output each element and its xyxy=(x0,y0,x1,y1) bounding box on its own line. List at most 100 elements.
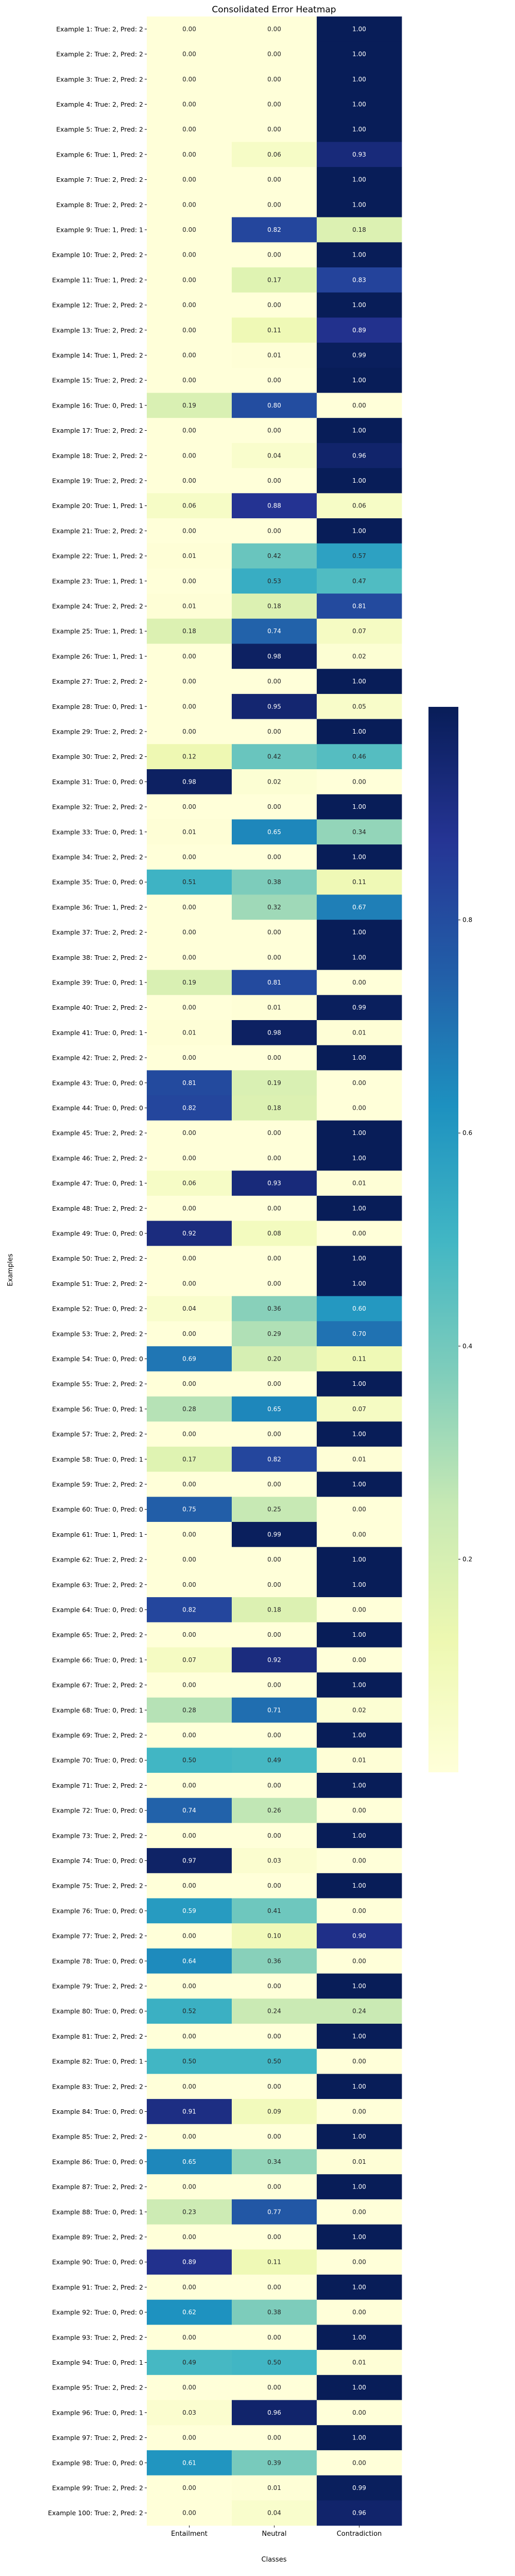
cell-value-label: 0.00 xyxy=(182,1380,196,1387)
heatmap-cell xyxy=(317,1672,402,1698)
cell-value-label: 0.50 xyxy=(267,2058,281,2065)
heatmap-cell xyxy=(232,1396,317,1422)
heatmap-cell xyxy=(317,1898,402,1924)
cell-value-label: 0.00 xyxy=(182,1682,196,1689)
heatmap-cell xyxy=(317,267,402,293)
y-tick-label: Example 85: True: 2, Pred: 2 xyxy=(52,2133,143,2141)
y-tick-label: Example 95: True: 2, Pred: 2 xyxy=(52,2384,143,2392)
heatmap-cell xyxy=(147,1221,232,1246)
heatmap-cell xyxy=(317,1070,402,1096)
cell-value-label: 0.00 xyxy=(267,2434,281,2442)
cell-value-label: 0.42 xyxy=(267,552,281,560)
heatmap-cell xyxy=(232,1371,317,1397)
cell-value-label: 1.00 xyxy=(352,2032,366,2040)
heatmap-cell xyxy=(232,1873,317,1899)
cell-value-label: 0.00 xyxy=(182,327,196,334)
cell-value-label: 0.00 xyxy=(352,2058,366,2065)
heatmap-cell xyxy=(317,1547,402,1572)
cell-value-label: 1.00 xyxy=(352,1205,366,1212)
cell-value-label: 0.01 xyxy=(267,1004,281,1011)
cell-value-label: 0.00 xyxy=(182,427,196,434)
heatmap-cell xyxy=(232,2099,317,2125)
y-tick-label: Example 17: True: 2, Pred: 2 xyxy=(52,427,143,434)
heatmap-cell xyxy=(147,92,232,117)
cell-value-label: 0.01 xyxy=(182,1029,196,1036)
cell-value-label: 0.65 xyxy=(267,1405,281,1413)
cell-value-label: 0.00 xyxy=(267,1732,281,1739)
y-tick-label: Example 7: True: 2, Pred: 2 xyxy=(56,176,143,183)
cell-value-label: 1.00 xyxy=(352,1255,366,1262)
y-tick-label: Example 96: True: 0, Pred: 1 xyxy=(52,2409,143,2416)
heatmap-cell xyxy=(317,2124,402,2149)
cell-value-label: 0.02 xyxy=(352,1706,366,1714)
cell-value-label: 0.00 xyxy=(182,1155,196,1162)
colorbar-gradient xyxy=(428,707,458,1772)
heatmap-cell xyxy=(232,1070,317,1096)
heatmap-cell xyxy=(232,2425,317,2451)
y-tick-label: Example 33: True: 0, Pred: 1 xyxy=(52,828,143,836)
heatmap-cell xyxy=(317,869,402,895)
heatmap-cell xyxy=(317,2249,402,2275)
heatmap-cell xyxy=(147,393,232,418)
heatmap-cell xyxy=(147,719,232,744)
heatmap-cell xyxy=(317,2149,402,2175)
cell-value-label: 0.00 xyxy=(182,226,196,233)
heatmap-cell xyxy=(147,1948,232,1974)
cell-value-label: 0.00 xyxy=(267,1255,281,1262)
y-tick-label: Example 14: True: 1, Pred: 2 xyxy=(52,351,143,359)
y-tick-label: Example 80: True: 0, Pred: 0 xyxy=(52,2007,143,2015)
cell-value-label: 0.19 xyxy=(182,979,196,986)
cell-value-label: 1.00 xyxy=(352,954,366,961)
cell-value-label: 0.00 xyxy=(182,1129,196,1137)
heatmap-cell xyxy=(317,1798,402,1823)
heatmap-cell xyxy=(317,1446,402,1472)
heatmap-cell xyxy=(232,2199,317,2225)
heatmap-cell xyxy=(232,292,317,318)
cell-value-label: 0.93 xyxy=(267,1180,281,1187)
heatmap-cell xyxy=(317,693,402,719)
cell-value-label: 0.00 xyxy=(352,778,366,785)
cell-value-label: 0.00 xyxy=(352,1230,366,1237)
y-tick-label: Example 37: True: 2, Pred: 2 xyxy=(52,928,143,936)
cell-value-label: 1.00 xyxy=(352,301,366,309)
cell-value-label: 0.00 xyxy=(267,100,281,108)
cell-value-label: 0.89 xyxy=(182,2259,196,2266)
heatmap-cell xyxy=(147,2350,232,2376)
heatmap-cell xyxy=(317,594,402,619)
heatmap-cell xyxy=(232,2375,317,2400)
cell-value-label: 1.00 xyxy=(352,100,366,108)
y-tick-label: Example 42: True: 2, Pred: 2 xyxy=(52,1054,143,1062)
cell-value-label: 0.71 xyxy=(267,1706,281,1714)
heatmap-cell xyxy=(147,1647,232,1673)
cell-value-label: 0.90 xyxy=(352,1933,366,1940)
cell-value-label: 0.00 xyxy=(352,2309,366,2316)
cell-value-label: 1.00 xyxy=(352,1982,366,1990)
cell-value-label: 0.96 xyxy=(267,2409,281,2416)
cell-value-label: 0.92 xyxy=(182,1230,196,1237)
y-tick-label: Example 60: True: 0, Pred: 0 xyxy=(52,1505,143,1513)
heatmap-cell xyxy=(232,1171,317,1196)
y-tick-label: Example 82: True: 0, Pred: 1 xyxy=(52,2058,143,2065)
heatmap-cell xyxy=(232,2124,317,2149)
heatmap-cell xyxy=(147,2124,232,2149)
cell-value-label: 0.02 xyxy=(267,778,281,785)
cell-value-label: 0.00 xyxy=(182,2334,196,2341)
y-tick-label: Example 3: True: 2, Pred: 2 xyxy=(56,75,143,83)
cell-value-label: 0.00 xyxy=(182,1431,196,1438)
cell-value-label: 0.99 xyxy=(352,2484,366,2492)
cell-value-label: 0.00 xyxy=(182,2032,196,2040)
heatmap-cell xyxy=(147,1973,232,1999)
cell-value-label: 0.80 xyxy=(267,402,281,409)
heatmap-cell xyxy=(232,844,317,870)
cell-value-label: 0.00 xyxy=(182,151,196,158)
cell-value-label: 1.00 xyxy=(352,1782,366,1789)
cell-value-label: 1.00 xyxy=(352,251,366,259)
cell-value-label: 0.01 xyxy=(182,602,196,609)
cell-value-label: 0.75 xyxy=(182,1506,196,1513)
heatmap-cell xyxy=(147,2275,232,2300)
heatmap-cell xyxy=(232,267,317,293)
cell-value-label: 0.00 xyxy=(267,1782,281,1789)
heatmap-cell xyxy=(147,1722,232,1748)
y-tick-label: Example 81: True: 2, Pred: 2 xyxy=(52,2032,143,2040)
cell-value-label: 0.00 xyxy=(352,1606,366,1613)
